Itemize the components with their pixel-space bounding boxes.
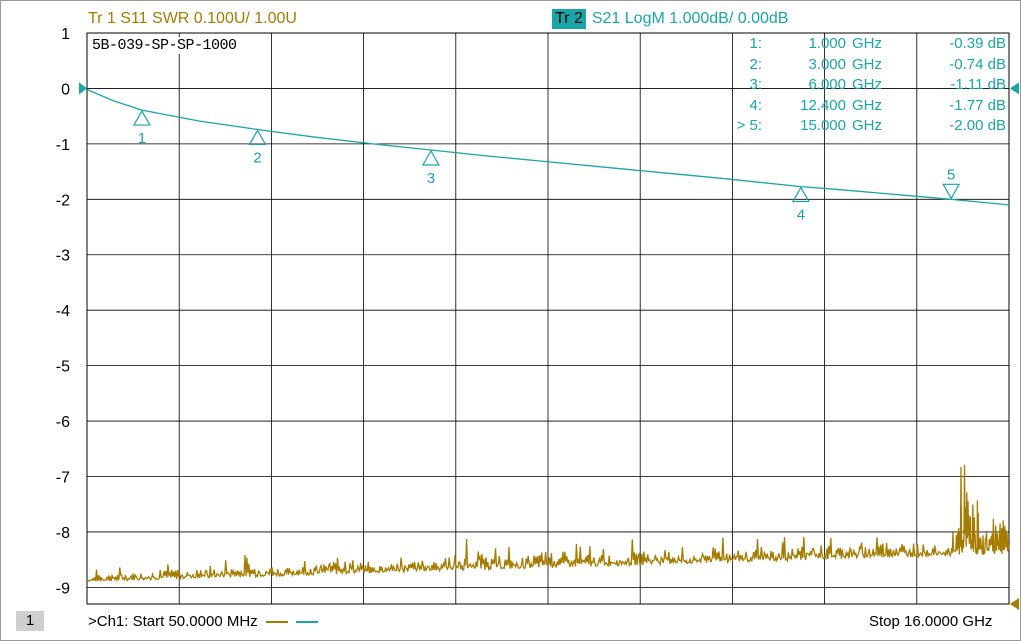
y-tick-label: -8 bbox=[56, 525, 70, 542]
grid bbox=[86, 32, 1010, 605]
marker-unit: GHz bbox=[852, 117, 882, 134]
marker-id: 2: bbox=[749, 55, 762, 73]
y-tick-label: -9 bbox=[56, 580, 70, 597]
start-frequency-label: >Ch1: Start 50.0000 MHz bbox=[88, 613, 258, 630]
marker-value: -1.11 dB bbox=[950, 76, 1006, 93]
marker-value: -0.74 dB bbox=[949, 55, 1006, 73]
marker-symbols: 1 2 3 4 5 bbox=[132, 109, 961, 224]
y-tick-label: 0 bbox=[61, 81, 70, 98]
marker-frequency: 15.000 bbox=[800, 117, 846, 134]
marker-number: 1 bbox=[138, 130, 146, 147]
trace-title: 5B-039-SP-SP-1000 bbox=[91, 37, 238, 54]
marker-frequency: 3.000 bbox=[808, 55, 846, 73]
y-tick-label: -5 bbox=[56, 359, 70, 376]
marker-number: 2 bbox=[253, 149, 261, 166]
trace2-header-label: S21 LogM 1.000dB/ 0.00dB bbox=[591, 10, 789, 27]
y-tick-label: -4 bbox=[56, 303, 70, 320]
marker-triangle bbox=[132, 109, 151, 126]
marker-triangle bbox=[942, 183, 961, 200]
y-axis-ticks: 1 0 -1 -2 -3 -4 -5 -6 -7 -8 -9 bbox=[56, 26, 70, 597]
marker-triangle bbox=[791, 186, 810, 203]
y-tick-label: -2 bbox=[56, 192, 70, 209]
trace1-header[interactable]: Tr 1 S11 SWR 0.100U/ 1.00U bbox=[88, 10, 297, 27]
marker-number: 3 bbox=[427, 170, 435, 187]
tr1-legend-line bbox=[265, 621, 288, 624]
tr1-reference-arrow-right bbox=[1010, 598, 1019, 610]
marker-frequency: 6.000 bbox=[808, 76, 846, 93]
marker-id: 1: bbox=[749, 35, 762, 52]
trace2-header[interactable]: Tr 2 S21 LogM 1.000dB/ 0.00dB bbox=[552, 9, 788, 29]
y-tick-label: -3 bbox=[56, 248, 70, 265]
tr2-reference-arrow-left bbox=[79, 82, 87, 95]
s21-trace bbox=[86, 88, 1010, 206]
marker-value: -1.77 dB bbox=[949, 96, 1006, 114]
marker-frequency: 12.400 bbox=[800, 96, 846, 114]
marker-id: 4: bbox=[749, 96, 762, 114]
marker-triangle bbox=[421, 149, 440, 166]
traces bbox=[86, 88, 1010, 583]
y-tick-label: -7 bbox=[56, 469, 70, 486]
marker-triangle bbox=[248, 129, 267, 146]
stop-frequency[interactable]: Stop 16.0000 GHz bbox=[869, 613, 993, 630]
trace2-active-badge[interactable]: Tr 2 bbox=[552, 9, 586, 29]
y-tick-label: 1 bbox=[61, 26, 70, 43]
marker-unit: GHz bbox=[852, 96, 882, 114]
marker-number: 5 bbox=[947, 166, 955, 183]
marker-number: 4 bbox=[797, 207, 805, 224]
marker-value: -2.00 dB bbox=[949, 117, 1006, 134]
marker-id: 3: bbox=[749, 76, 762, 93]
marker-unit: GHz bbox=[852, 76, 882, 93]
tr2-legend-line bbox=[296, 621, 319, 624]
y-tick-label: -6 bbox=[56, 414, 70, 431]
channel-indicator[interactable]: 1 bbox=[16, 611, 44, 631]
s11-trace bbox=[86, 464, 1010, 583]
y-tick-label: -1 bbox=[56, 137, 70, 154]
start-frequency[interactable]: >Ch1: Start 50.0000 MHz bbox=[88, 611, 319, 633]
marker-frequency: 1.000 bbox=[808, 35, 846, 52]
marker-unit: GHz bbox=[852, 55, 882, 73]
marker-id: > 5: bbox=[736, 117, 762, 134]
reference-arrows bbox=[79, 82, 1019, 610]
marker-value: -0.39 dB bbox=[949, 35, 1006, 52]
tr2-reference-arrow-right bbox=[1010, 82, 1019, 95]
marker-unit: GHz bbox=[852, 35, 882, 52]
